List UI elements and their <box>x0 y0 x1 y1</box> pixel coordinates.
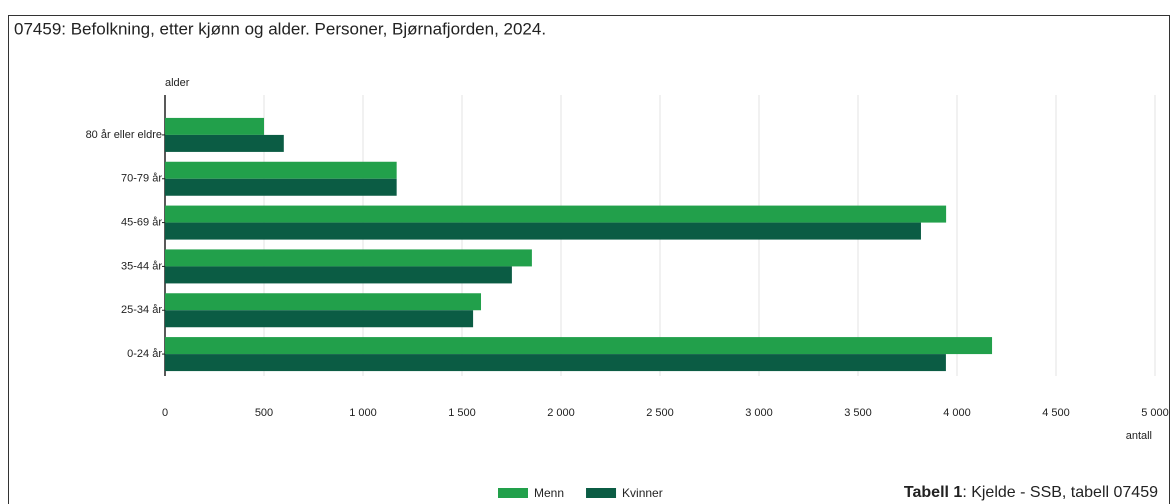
y-tick-label: 0-24 år <box>127 348 162 360</box>
x-tick-label: 0 <box>162 407 168 419</box>
x-tick-label: 1 000 <box>349 407 377 419</box>
caption-text: : Kjelde - SSB, tabell 07459 <box>962 484 1158 501</box>
x-tick-label: 500 <box>255 407 273 419</box>
x-tick-label: 4 000 <box>943 407 971 419</box>
x-tick-label: 5 000 <box>1141 407 1169 419</box>
x-tick-label: 2 000 <box>547 407 575 419</box>
x-tick-label: 1 500 <box>448 407 476 419</box>
legend-swatch <box>498 488 528 498</box>
x-tick-label: 2 500 <box>646 407 674 419</box>
legend-label: Kvinner <box>622 486 663 500</box>
bar <box>165 178 397 196</box>
bar <box>165 266 512 284</box>
x-tick-label: 3 500 <box>844 407 872 419</box>
caption: Tabell 1: Kjelde - SSB, tabell 07459 <box>904 484 1158 501</box>
bar <box>165 205 947 223</box>
y-tick-label: 25-34 år <box>121 304 162 316</box>
bar <box>165 134 284 152</box>
y-tick-label: 80 år eller eldre <box>86 129 162 141</box>
bar <box>165 337 993 355</box>
y-tick-label: 70-79 år <box>121 173 162 185</box>
y-tick-label: 35-44 år <box>121 260 162 272</box>
bar <box>165 310 474 328</box>
x-tick-label: 4 500 <box>1042 407 1070 419</box>
caption-label: Tabell 1 <box>904 484 962 501</box>
bar <box>165 249 532 267</box>
y-axis-label: alder <box>165 77 190 89</box>
frame <box>8 15 1170 504</box>
legend-label: Menn <box>534 486 564 500</box>
bar <box>165 293 482 311</box>
bar <box>165 117 264 135</box>
bar <box>165 222 921 240</box>
chart-title: 07459: Befolkning, etter kjønn og alder.… <box>14 19 546 38</box>
bar <box>165 354 946 372</box>
x-axis-label: antall <box>1126 430 1152 442</box>
x-tick-label: 3 000 <box>745 407 773 419</box>
bar <box>165 161 397 179</box>
y-tick-label: 45-69 år <box>121 216 162 228</box>
legend-swatch <box>586 488 617 498</box>
